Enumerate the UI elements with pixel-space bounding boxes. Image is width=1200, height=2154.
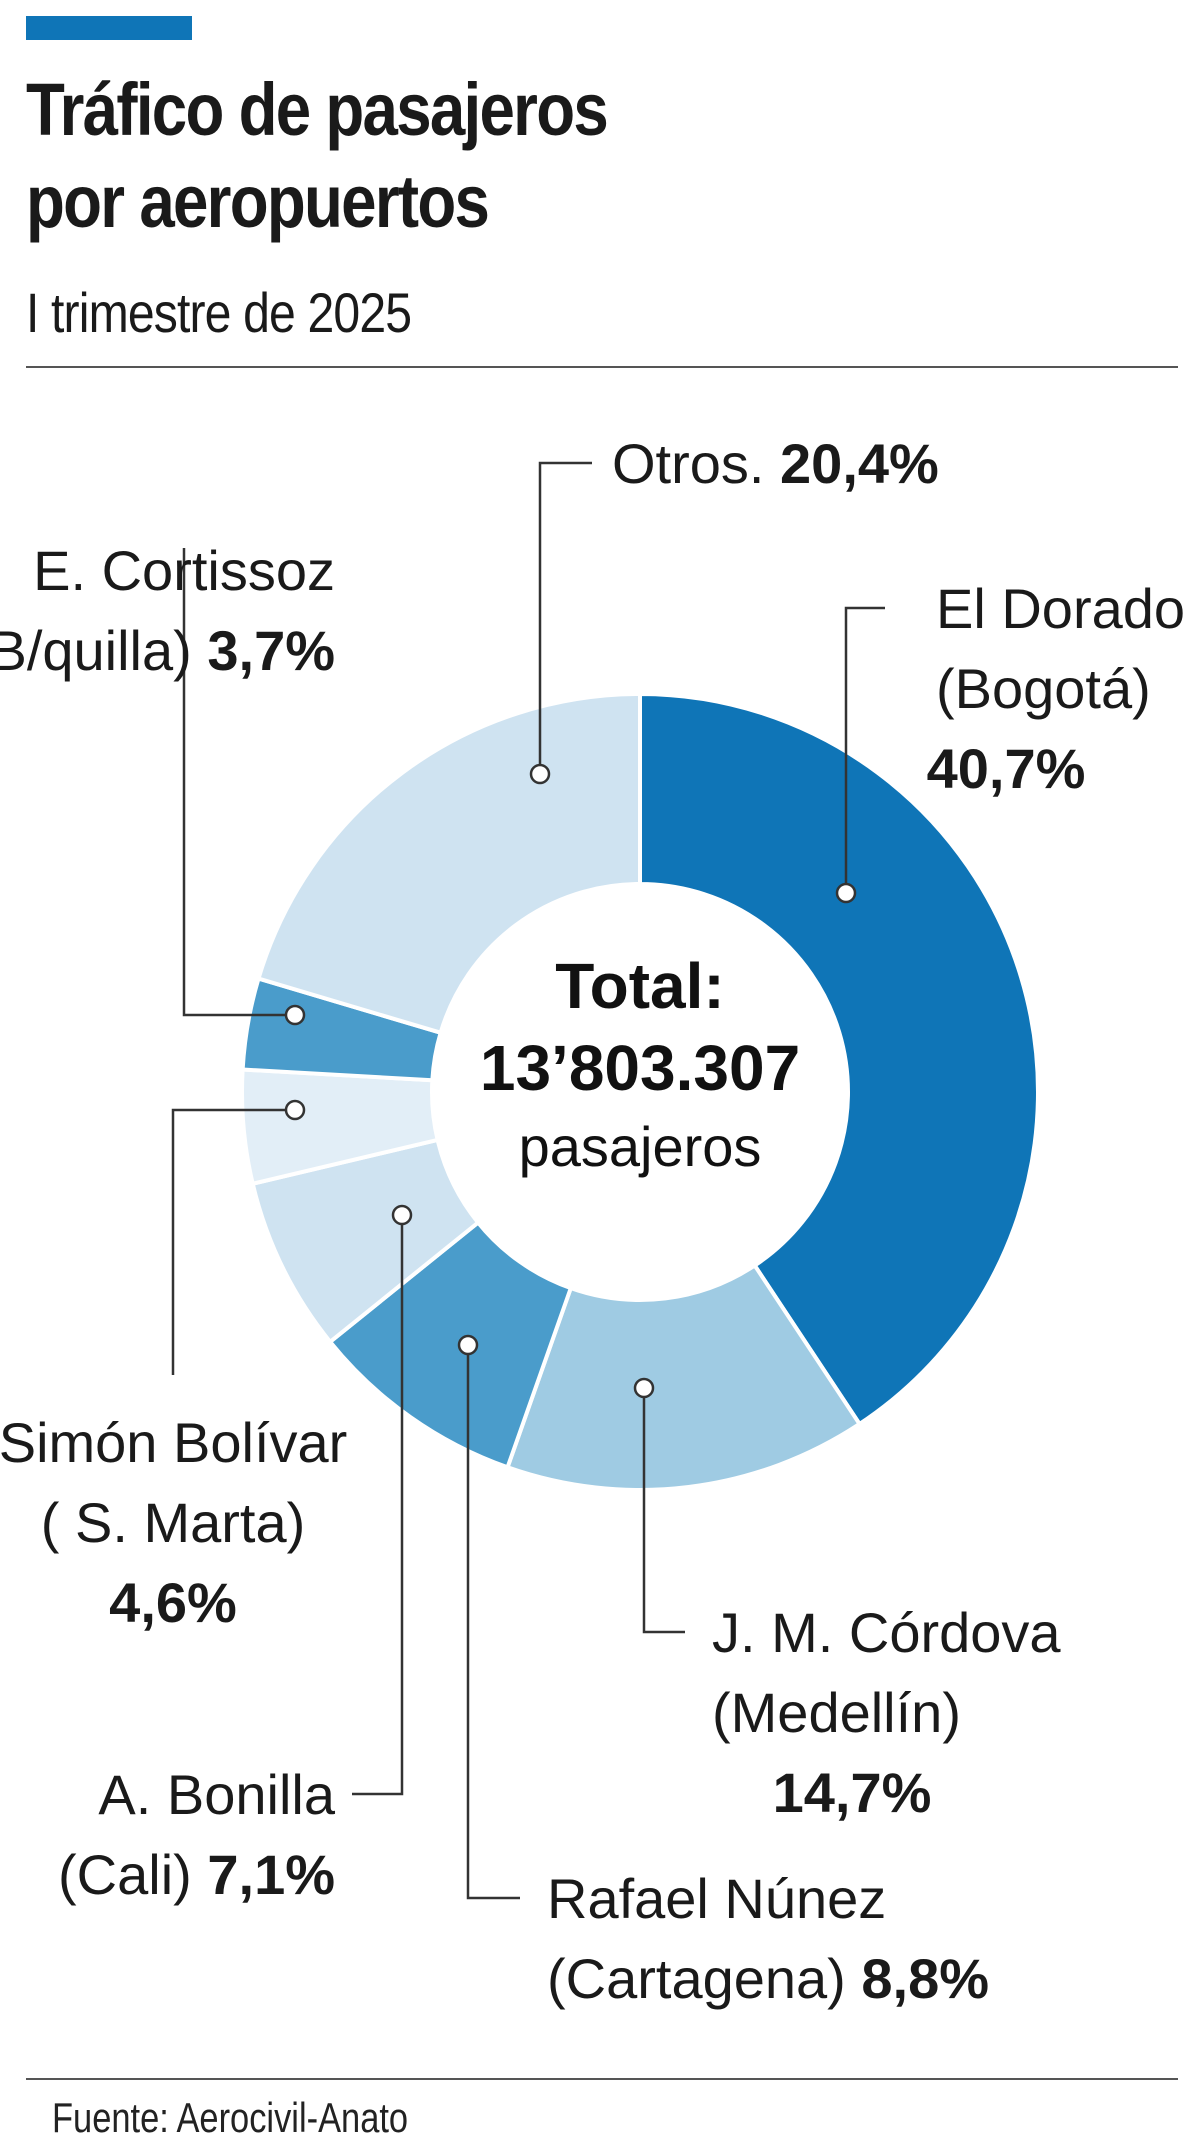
slice-name: E. Cortissoz [33,539,335,602]
slice-name: (Cali) [58,1843,207,1906]
slice-name: Simón Bolívar [0,1411,347,1474]
leader-dot [633,1377,655,1399]
leader-line [182,548,295,1017]
leader-dot [284,1004,306,1026]
slice-name: (Bogotá) [936,657,1151,720]
slice-name: (Cartagena) [547,1947,861,2010]
chart-title-line-1: Tráfico de pasajeros [26,68,609,151]
leader-line [538,461,592,774]
center-total-unit: pasajeros [519,1115,762,1178]
slice-labels: El Dorado (Bogotá) 40,7% J. M. Córdova (Mede… [0,432,1185,2010]
leader-dot [835,882,857,904]
chart-title: Tráfico de pasajeros por aeropuertos [26,64,972,248]
leader-dot [284,1099,306,1121]
slice-value: 40,7% [927,737,1086,800]
leader-line [844,606,885,893]
slice-value: 14,7% [773,1761,932,1824]
leader-lines [171,461,885,1900]
leader-line [466,1345,520,1900]
slice-label: (B/quilla) 3,7% [0,619,335,682]
slice-name: Rafael Núnez [547,1867,886,1930]
leader-dot [391,1204,413,1226]
leader-dot [457,1334,479,1356]
slice-name: A. Bonilla [98,1763,335,1826]
slice-value: 4,6% [109,1571,237,1634]
slice-name: (B/quilla) [0,619,207,682]
slice-name: J. M. Córdova [712,1601,1061,1664]
center-total-value: 13’803.307 [480,1032,800,1104]
slice-value: 20,4% [780,432,939,495]
slice-value: 3,7% [207,619,335,682]
slice-name: (Medellín) [712,1681,961,1744]
center-total: Total: 13’803.307 pasajeros [480,950,800,1178]
slice-name: ( S. Marta) [41,1491,305,1554]
slice-label: (Cali) 7,1% [58,1843,335,1906]
slice-value: 7,1% [207,1843,335,1906]
bottom-divider [26,2078,1178,2080]
slice-label: (Cartagena) 8,8% [547,1947,989,2010]
donut-slice [638,691,1040,1427]
leader-line [352,1215,404,1796]
slice-name: El Dorado [936,577,1185,640]
chart-title-line-2: por aeropuertos [26,160,490,243]
accent-bar [26,16,192,40]
leader-dot [529,763,551,785]
donut-slice [504,1262,863,1492]
slice-name: Otros. [612,432,780,495]
slice-value: 8,8% [861,1947,989,2010]
center-total-label: Total: [555,950,724,1022]
leader-line [642,1388,685,1634]
slice-label: Otros. 20,4% [612,432,939,495]
source-note: Fuente: Aerocivil-Anato [52,2094,409,2141]
chart-subtitle: I trimestre de 2025 [26,281,412,344]
top-divider [26,366,1178,368]
leader-line [171,1108,295,1375]
